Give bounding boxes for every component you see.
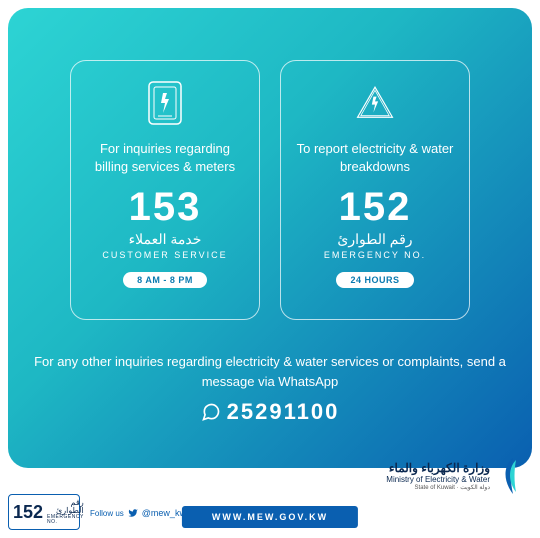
hours-pill: 8 AM - 8 PM xyxy=(123,272,207,288)
english-label: EMERGENCY NO. xyxy=(324,250,426,260)
whatsapp-number-row: 25291100 xyxy=(30,399,510,425)
bill-icon xyxy=(146,79,184,127)
emergency-labels: رقم الطوارئ EMERGENCY NO. xyxy=(47,499,84,525)
website-url: WWW.MEW.GOV.KW xyxy=(182,506,358,528)
arabic-label: رقم الطوارئ xyxy=(337,231,412,248)
emergency-icon xyxy=(356,79,394,127)
ministry-logo-icon xyxy=(498,456,528,496)
ministry-logo-block: وزارة الكهرباء والماء Ministry of Electr… xyxy=(386,456,528,496)
card-description: To report electricity & water breakdowns xyxy=(295,139,455,177)
ministry-text: وزارة الكهرباء والماء Ministry of Electr… xyxy=(386,461,490,491)
emergency-number: 152 xyxy=(13,502,43,523)
whatsapp-number: 25291100 xyxy=(227,399,340,425)
info-cards-row: For inquiries regarding billing services… xyxy=(0,60,540,320)
ministry-arabic: وزارة الكهرباء والماء xyxy=(386,461,490,475)
ministry-sub: State of Kuwait · دولة الكويت xyxy=(386,484,490,491)
english-label: CUSTOMER SERVICE xyxy=(102,250,227,260)
emergency-english: EMERGENCY NO. xyxy=(47,515,84,525)
ministry-english: Ministry of Electricity & Water xyxy=(386,475,490,484)
customer-service-card: For inquiries regarding billing services… xyxy=(70,60,260,320)
follow-label: Follow us xyxy=(90,509,124,518)
emergency-arabic: رقم الطوارئ xyxy=(47,499,84,515)
footer: وزارة الكهرباء والماء Ministry of Electr… xyxy=(0,468,540,538)
whatsapp-text: For any other inquiries regarding electr… xyxy=(30,352,510,391)
emergency-corner-box: 152 رقم الطوارئ EMERGENCY NO. xyxy=(8,494,80,530)
hours-pill: 24 HOURS xyxy=(336,272,413,288)
card-description: For inquiries regarding billing services… xyxy=(85,139,245,177)
service-number: 152 xyxy=(339,187,412,227)
service-number: 153 xyxy=(129,187,202,227)
twitter-icon xyxy=(128,508,138,518)
whatsapp-icon xyxy=(201,402,221,422)
whatsapp-section: For any other inquiries regarding electr… xyxy=(0,352,540,425)
emergency-card: To report electricity & water breakdowns… xyxy=(280,60,470,320)
arabic-label: خدمة العملاء xyxy=(129,231,202,248)
